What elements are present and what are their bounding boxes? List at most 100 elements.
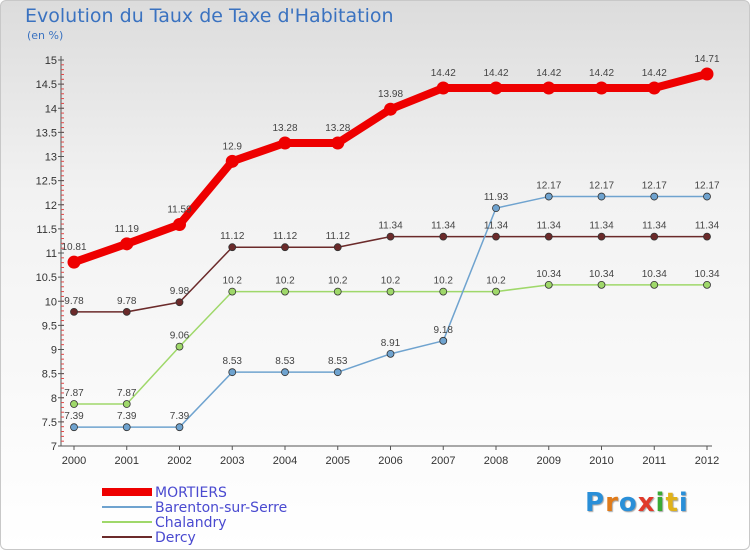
data-point	[386, 287, 395, 296]
legend-label: Barenton-sur-Serre	[155, 500, 287, 516]
data-point	[597, 192, 606, 201]
data-label: 12.17	[642, 181, 667, 192]
y-tick-label: 14.5	[36, 79, 57, 91]
data-label: 7.87	[117, 388, 137, 399]
data-point	[281, 243, 289, 252]
x-tick-label: 2001	[115, 455, 139, 467]
data-label: 11.34	[642, 221, 667, 232]
y-tick-label: 8	[51, 393, 57, 405]
x-tick-label: 2004	[273, 455, 297, 467]
data-label: 10.2	[275, 276, 295, 287]
y-tick-label: 7	[51, 441, 57, 453]
data-point	[175, 423, 184, 432]
data-point	[70, 423, 78, 432]
y-tick-label: 12.5	[36, 176, 57, 188]
x-tick-label: 2000	[62, 455, 86, 467]
data-label: 8.91	[381, 338, 401, 349]
data-point	[597, 232, 606, 241]
data-label: 10.2	[434, 276, 454, 287]
logo-letter: i	[655, 488, 666, 518]
data-label: 14.42	[536, 68, 561, 79]
data-label: 8.53	[328, 356, 348, 367]
data-point	[650, 192, 659, 201]
data-point	[650, 280, 659, 289]
data-label: 7.87	[64, 388, 84, 399]
data-label: 11.12	[326, 231, 351, 242]
data-label: 11.93	[484, 192, 509, 203]
data-label: 10.2	[223, 276, 243, 287]
data-label: 11.12	[220, 231, 245, 242]
data-label: 10.81	[61, 242, 86, 253]
data-label: 14.42	[589, 68, 614, 79]
logo-letter: t	[665, 488, 679, 518]
data-label: 13.28	[272, 123, 297, 134]
data-point	[67, 255, 81, 269]
x-tick-label: 2011	[642, 455, 666, 467]
legend-label: Dercy	[155, 530, 196, 546]
data-label: 11.34	[589, 221, 614, 232]
data-point	[700, 67, 714, 81]
data-label: 13.98	[378, 89, 403, 100]
y-tick-label: 7.5	[42, 417, 57, 429]
data-label: 9.98	[170, 286, 190, 297]
data-point	[281, 287, 289, 296]
data-point	[439, 336, 448, 345]
y-tick-label: 13	[45, 152, 57, 164]
data-point	[70, 400, 78, 408]
data-point	[544, 192, 553, 201]
data-point	[175, 342, 184, 351]
data-point	[175, 298, 184, 307]
data-label: 14.42	[642, 68, 667, 79]
data-point	[650, 232, 659, 241]
data-label: 10.2	[486, 276, 506, 287]
x-tick-label: 2002	[167, 455, 191, 467]
data-label: 9.06	[170, 331, 190, 342]
data-label: 7.39	[117, 411, 137, 422]
data-label: 11.59	[167, 205, 192, 216]
chart-title: Evolution du Taux de Taxe d'Habitation	[25, 5, 394, 27]
data-point	[489, 81, 503, 95]
data-label: 11.34	[695, 221, 720, 232]
data-point	[120, 237, 134, 251]
data-point	[333, 368, 342, 377]
data-point	[492, 204, 500, 213]
data-label: 12.17	[589, 181, 614, 192]
data-label: 14.42	[483, 68, 508, 79]
data-point	[122, 307, 131, 316]
y-tick-label: 15	[45, 55, 57, 67]
logo-letter: x	[637, 488, 656, 518]
logo-letter: r	[605, 488, 619, 518]
data-label: 14.42	[431, 68, 456, 79]
data-label: 11.34	[537, 221, 562, 232]
y-tick-label: 12	[45, 200, 57, 212]
data-point	[597, 280, 606, 289]
data-label: 13.28	[325, 123, 350, 134]
logo-letter: i	[678, 488, 689, 518]
y-tick-label: 11.5	[36, 224, 57, 236]
legend-label: Chalandry	[155, 515, 227, 531]
data-label: 12.17	[694, 181, 719, 192]
data-point	[173, 218, 186, 232]
data-label: 9.78	[64, 296, 84, 307]
data-label: 10.34	[694, 269, 719, 280]
data-point	[703, 192, 711, 201]
data-point	[228, 243, 237, 252]
data-label: 11.34	[484, 221, 509, 232]
y-tick-label: 14	[45, 103, 57, 115]
data-point	[122, 400, 131, 408]
data-label: 9.18	[434, 325, 454, 336]
data-point	[122, 423, 131, 432]
data-label: 10.34	[642, 269, 667, 280]
data-point	[439, 232, 448, 241]
data-label: 8.53	[223, 356, 243, 367]
data-point	[647, 81, 661, 95]
x-tick-label: 2007	[431, 455, 455, 467]
data-point	[386, 349, 395, 358]
data-label: 7.39	[64, 411, 84, 422]
data-point	[544, 280, 553, 289]
proxiti-logo: Proxiti	[585, 488, 689, 518]
data-point	[331, 136, 345, 150]
data-label: 9.78	[117, 296, 137, 307]
